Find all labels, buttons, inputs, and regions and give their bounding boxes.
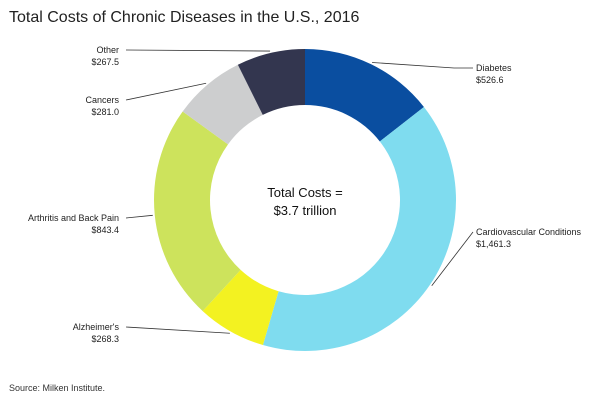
- leader-line-cardiovascular-conditions: [431, 231, 474, 286]
- slice-alzheimer-s: [202, 269, 279, 346]
- donut-slices: [154, 49, 456, 351]
- slice-label-diabetes: Diabetes: [476, 63, 512, 73]
- leader-line-alzheimer-s: [125, 326, 230, 334]
- center-label-line-2: $3.7 trillion: [274, 203, 337, 218]
- slice-value-alzheimer-s: $268.3: [91, 334, 119, 344]
- slice-value-arthritis-and-back-pain: $843.4: [91, 225, 119, 235]
- slice-value-diabetes: $526.6: [476, 75, 504, 85]
- slice-value-other: $267.5: [91, 57, 119, 67]
- leader-line-diabetes: [372, 62, 473, 69]
- slice-cardiovascular-conditions: [262, 106, 456, 351]
- leader-line-other: [125, 49, 271, 52]
- chart-title: Total Costs of Chronic Diseases in the U…: [9, 9, 360, 26]
- leader-line-cancers: [125, 82, 207, 101]
- slice-other: [237, 49, 305, 115]
- slice-label-cardiovascular-conditions: Cardiovascular Conditions: [476, 227, 582, 237]
- slice-label-alzheimer-s: Alzheimer's: [73, 322, 120, 332]
- leader-line-arthritis-and-back-pain: [125, 214, 153, 219]
- slice-label-arthritis-and-back-pain: Arthritis and Back Pain: [28, 213, 119, 223]
- slice-label-cancers: Cancers: [85, 95, 119, 105]
- slice-labels: Diabetes $526.6 Cardiovascular Conditions $…: [28, 45, 582, 344]
- slice-value-cardiovascular-conditions: $1,461.3: [476, 239, 511, 249]
- slice-label-other: Other: [96, 45, 119, 55]
- slice-value-cancers: $281.0: [91, 107, 119, 117]
- slice-cancers: [182, 64, 263, 145]
- leader-lines: [125, 49, 474, 334]
- slice-diabetes: [305, 49, 424, 142]
- source-note: Source: Milken Institute.: [9, 383, 106, 393]
- slice-arthritis-and-back-pain: [154, 111, 241, 312]
- center-label-line-1: Total Costs =: [267, 185, 343, 200]
